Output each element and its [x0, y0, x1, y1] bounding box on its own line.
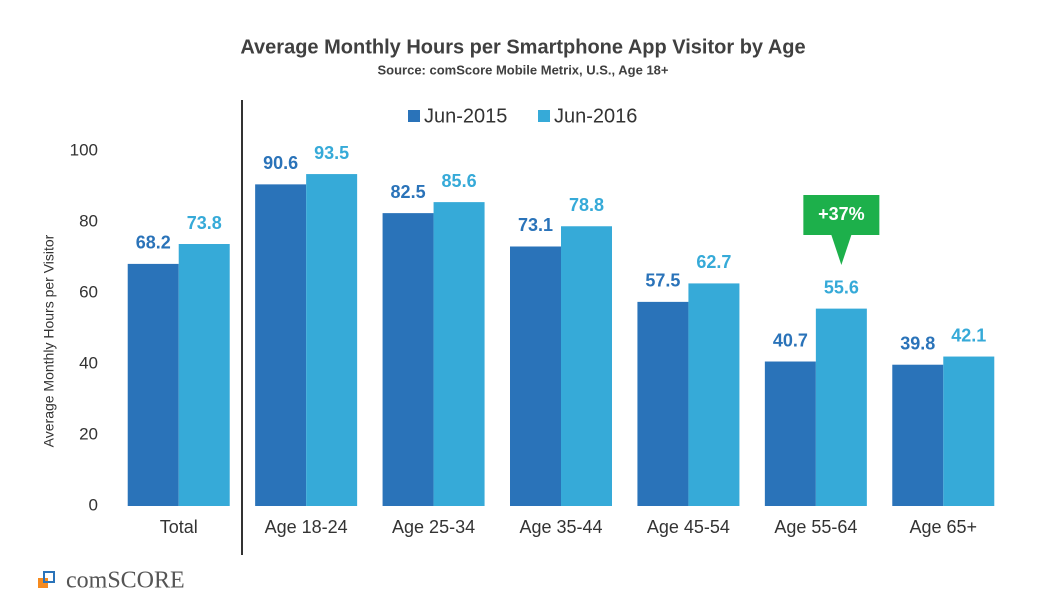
chart-title: Average Monthly Hours per Smartphone App…: [240, 36, 805, 58]
y-tick-label: 100: [70, 140, 98, 159]
x-tick-label: Age 35-44: [519, 517, 602, 537]
bar: [764, 361, 816, 506]
value-label: 55.6: [824, 277, 859, 297]
value-label: 78.8: [569, 195, 604, 215]
bar: [561, 226, 612, 506]
x-tick-label: Age 55-64: [774, 517, 857, 537]
value-label: 62.7: [696, 252, 731, 272]
y-tick-label: 80: [79, 211, 98, 230]
x-tick-label: Age 18-24: [265, 517, 348, 537]
logo: comSCORE: [38, 568, 185, 594]
x-tick-label: Age 25-34: [392, 517, 475, 537]
value-label: 73.1: [518, 215, 553, 235]
x-tick-label: Age 65+: [910, 517, 978, 537]
bar: [688, 283, 740, 506]
bar: [815, 308, 867, 506]
bar: [178, 244, 230, 506]
legend-swatch: [408, 110, 420, 122]
x-tick-label: Age 45-54: [647, 517, 730, 537]
value-label: 82.5: [391, 182, 426, 202]
bar: [306, 174, 358, 506]
value-label: 42.1: [951, 325, 986, 345]
value-label: 39.8: [900, 333, 935, 353]
bar: [943, 356, 995, 506]
chart-subtitle: Source: comScore Mobile Metrix, U.S., Ag…: [377, 62, 668, 77]
value-label: 57.5: [645, 271, 680, 291]
logo-text: comSCORE: [66, 568, 185, 594]
bar: [892, 364, 944, 506]
y-tick-label: 60: [79, 282, 98, 301]
annotation-text: +37%: [818, 204, 865, 224]
bar: [637, 301, 689, 506]
legend-swatch: [538, 110, 550, 122]
value-label: 93.5: [314, 143, 349, 163]
value-label: 40.7: [773, 330, 808, 350]
value-label: 90.6: [263, 153, 298, 173]
y-tick-label: 0: [89, 495, 98, 514]
y-tick-label: 40: [79, 353, 98, 372]
bar: [127, 263, 179, 506]
logo-icon: [43, 571, 55, 583]
legend-label: Jun-2015: [424, 105, 507, 127]
x-tick-label: Total: [160, 517, 198, 537]
y-tick-label: 20: [79, 424, 98, 443]
bar: [382, 213, 434, 506]
annotation-callout: [803, 195, 880, 265]
y-axis-label: Average Monthly Hours per Visitor: [41, 234, 57, 447]
bar: [510, 246, 561, 506]
value-label: 73.8: [187, 213, 222, 233]
bar: [433, 202, 485, 506]
bar: [255, 184, 307, 506]
value-label: 85.6: [442, 171, 477, 191]
legend-label: Jun-2016: [554, 105, 637, 127]
value-label: 68.2: [136, 233, 171, 253]
